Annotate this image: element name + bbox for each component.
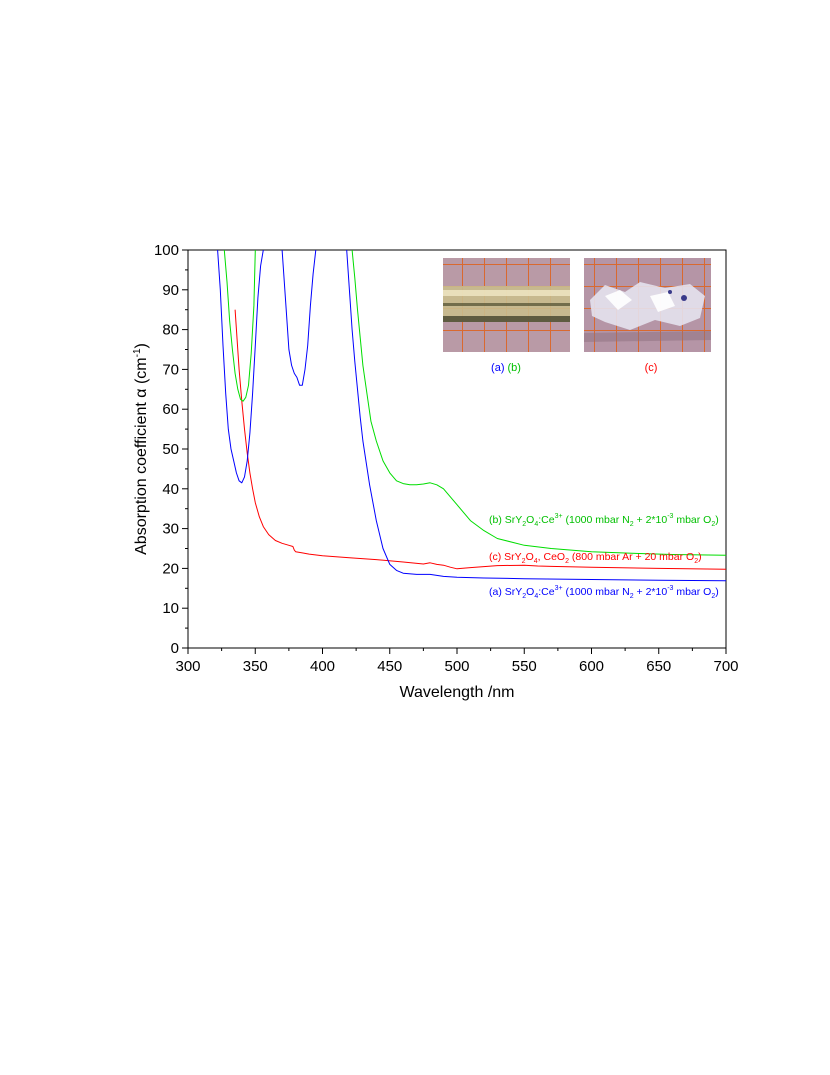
y-tick-label: 80	[162, 322, 179, 339]
x-tick-label: 550	[512, 658, 537, 675]
y-tick-label: 100	[154, 242, 179, 259]
annotation-b: (b) SrY2O4:Ce3+ (1000 mbar N2 + 2*10-3 m…	[489, 513, 719, 528]
x-tick-label: 450	[377, 658, 402, 675]
y-tick-label: 70	[162, 361, 179, 378]
series-line-b	[223, 250, 726, 556]
x-tick-label: 600	[579, 658, 604, 675]
y-tick-label: 50	[162, 441, 179, 458]
inset-photo-c	[584, 258, 711, 352]
annotation-c: (c) SrY2O4, CeO2 (800 mbar Ar + 20 mbar …	[489, 551, 702, 565]
x-axis-label: Wavelength /nm	[399, 684, 514, 701]
y-tick-label: 30	[162, 521, 179, 538]
y-tick-labels: 0 10 20 30 40 50 60 70 80 90 100	[154, 242, 179, 657]
x-tick-labels: 300 350 400 450 500 550 600 650 700	[175, 658, 738, 675]
x-tick-label: 300	[175, 658, 200, 675]
series-line-c	[234, 309, 726, 570]
y-tick-label: 90	[162, 282, 179, 299]
y-tick-label: 0	[171, 640, 179, 657]
x-tick-label: 700	[713, 658, 738, 675]
y-tick-label: 20	[162, 560, 179, 577]
y-tick-label: 10	[162, 600, 179, 617]
x-tick-label: 500	[444, 658, 469, 675]
annotation-a: (a) SrY2O4:Ce3+ (1000 mbar N2 + 2*10-3 m…	[489, 585, 719, 600]
series-line-a	[217, 250, 726, 582]
x-tick-label: 650	[646, 658, 671, 675]
series-layer	[217, 250, 726, 582]
x-tick-label: 350	[243, 658, 268, 675]
inset-caption-ab: (a) (b)	[491, 362, 521, 374]
inset-caption-c: (c)	[645, 362, 658, 374]
y-tick-label: 40	[162, 481, 179, 498]
y-tick-label: 60	[162, 401, 179, 418]
y-axis-label: Absorption coefficient α (cm-1)	[132, 343, 150, 555]
x-tick-label: 400	[310, 658, 335, 675]
axis-ticks	[182, 249, 727, 654]
inset-photo-ab	[443, 258, 570, 352]
